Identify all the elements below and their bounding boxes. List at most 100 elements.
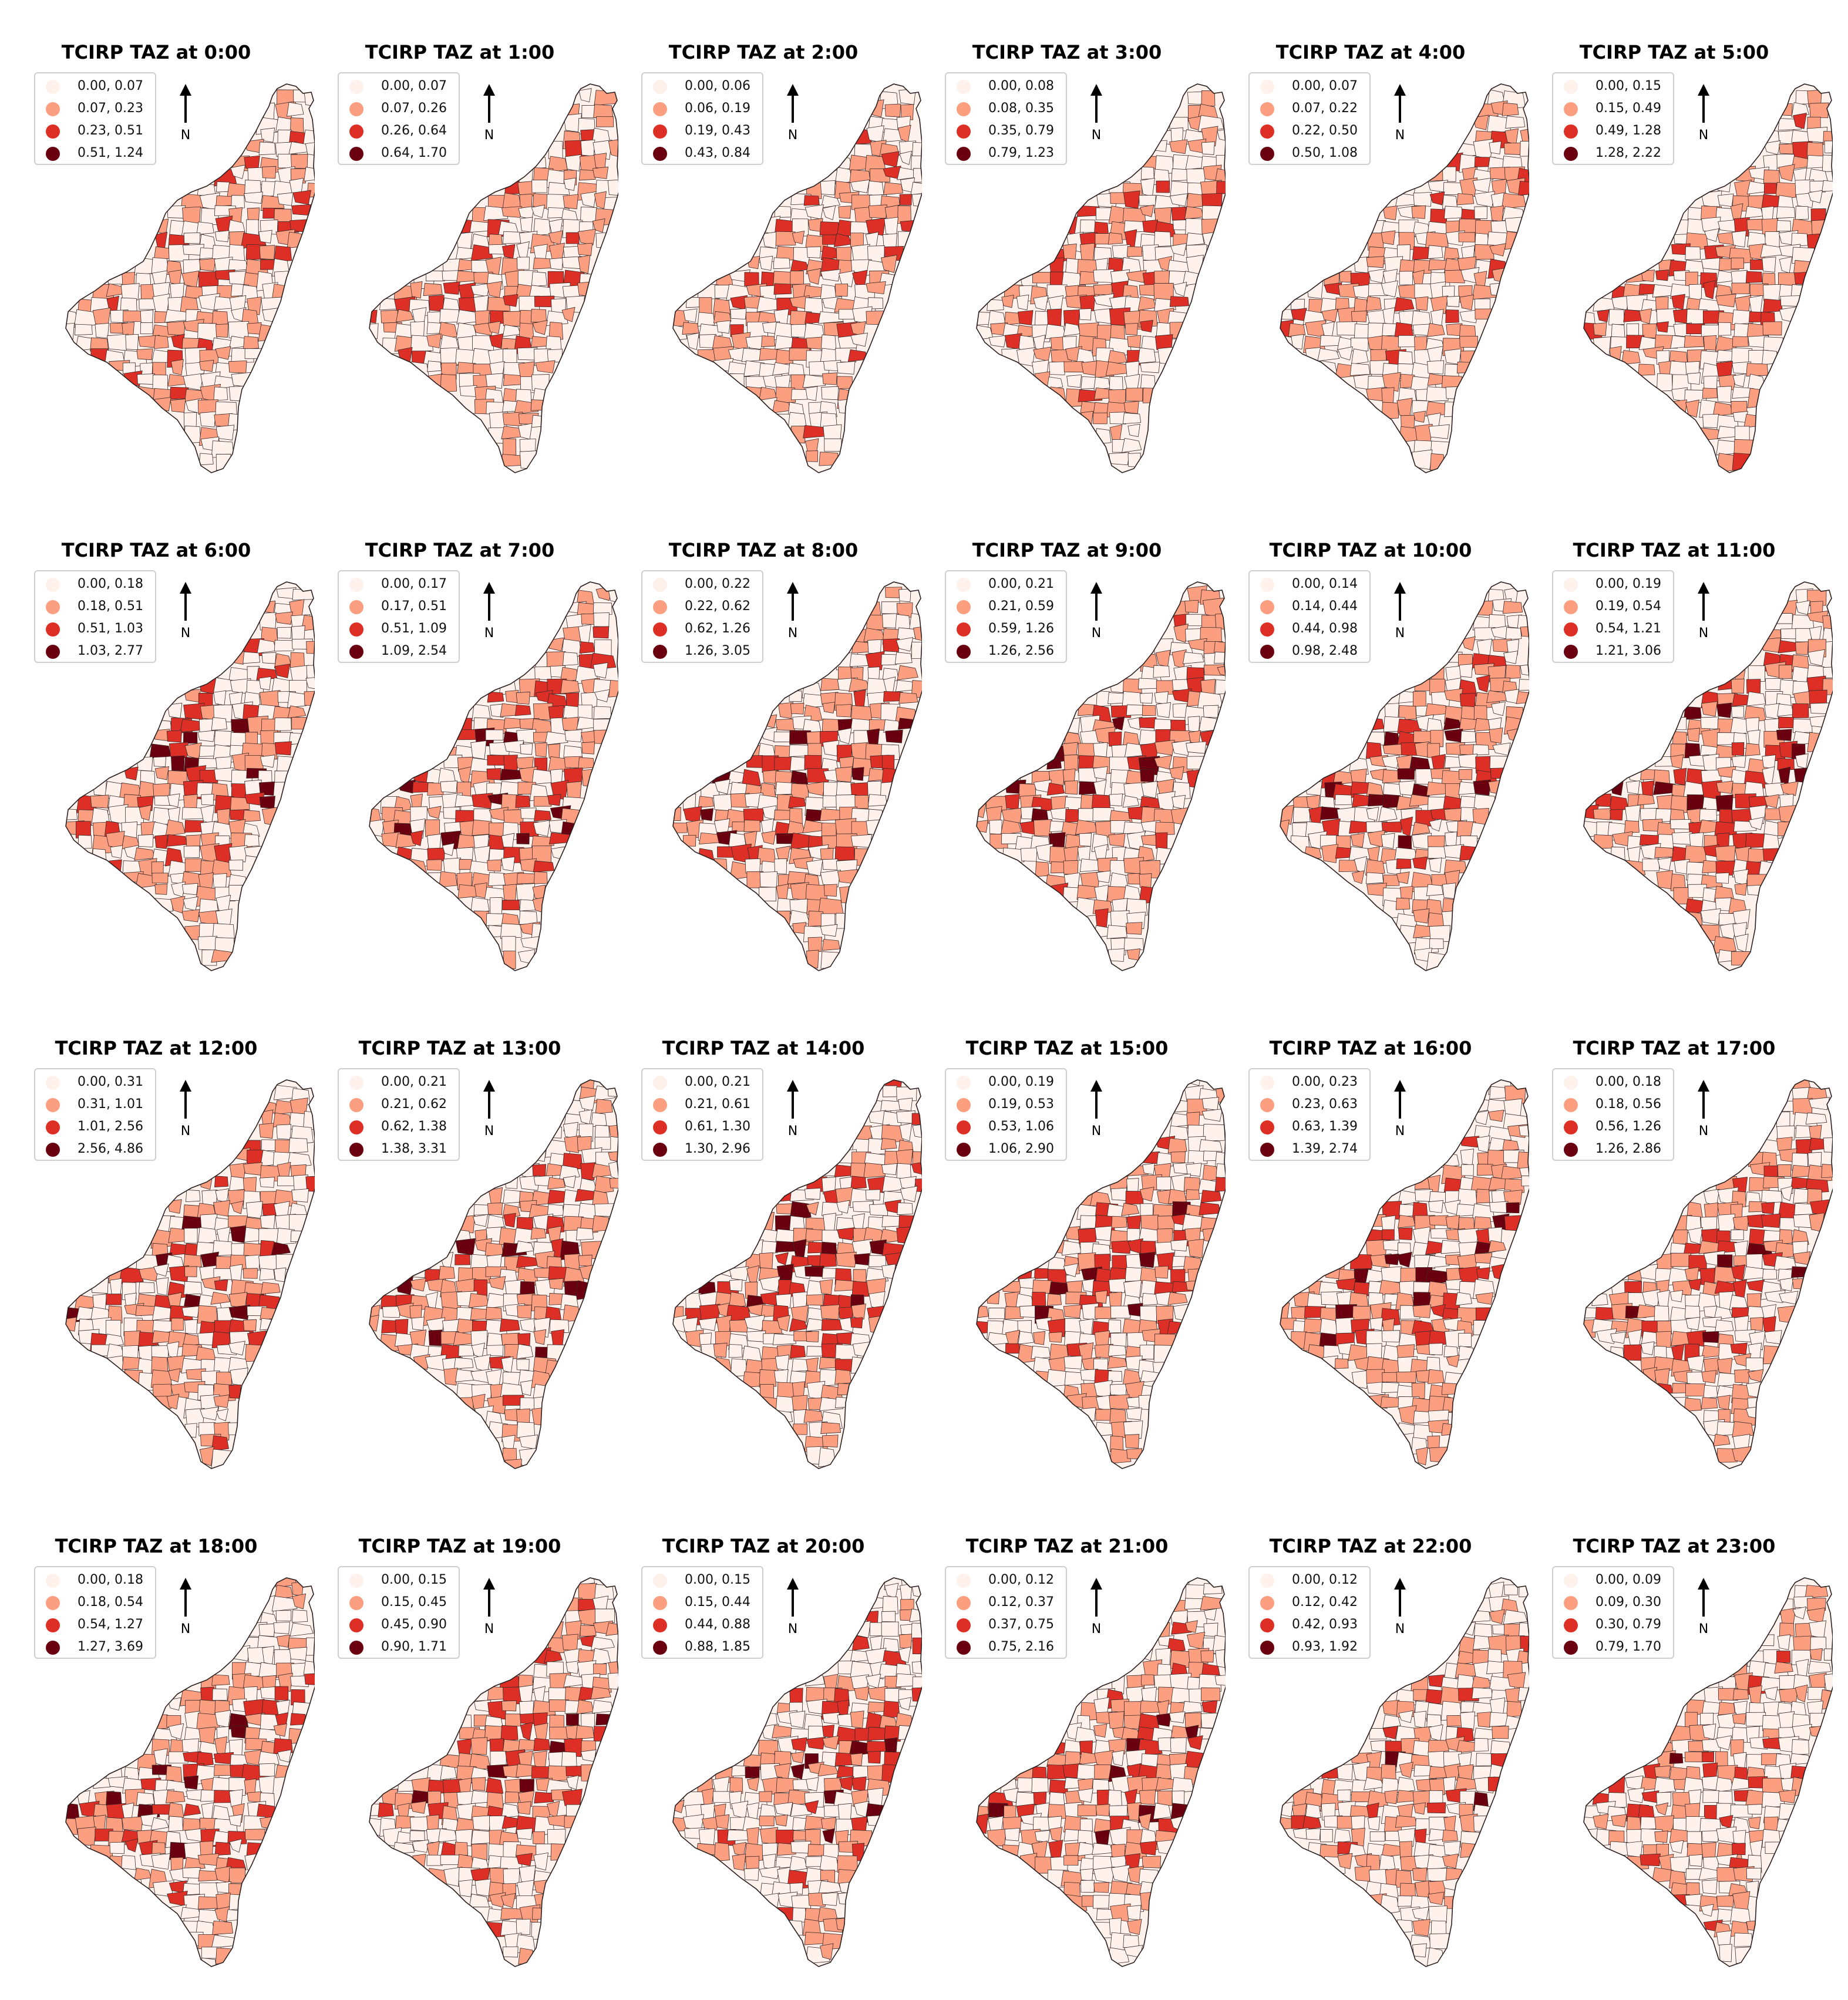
taz-zone xyxy=(458,1345,474,1356)
legend-entry: 0.18, 0.54 xyxy=(35,1592,156,1614)
taz-zone xyxy=(519,439,536,453)
taz-zone xyxy=(698,324,723,338)
taz-zone xyxy=(1154,231,1172,247)
taz-zone xyxy=(854,848,877,866)
taz-zone xyxy=(1502,102,1519,116)
taz-zone xyxy=(548,1278,564,1290)
legend-label: 0.53, 1.06 xyxy=(988,1119,1054,1134)
taz-zone xyxy=(201,1802,214,1820)
taz-zone xyxy=(1414,741,1430,757)
taz-zone xyxy=(728,1344,743,1358)
taz-zone xyxy=(244,1344,268,1362)
taz-zone xyxy=(395,833,416,849)
taz-zone xyxy=(247,1791,262,1803)
map-legend: 0.00, 0.19 0.19, 0.53 0.53, 1.06 1.06, 2.90 xyxy=(945,1068,1067,1161)
taz-zone xyxy=(1396,858,1412,869)
legend-label: 0.00, 0.14 xyxy=(1292,577,1358,591)
taz-zone xyxy=(594,689,610,702)
taz-zone xyxy=(900,220,920,233)
taz-zone xyxy=(274,664,291,678)
taz-zone xyxy=(865,1189,881,1201)
taz-zone xyxy=(154,766,169,780)
taz-zone xyxy=(304,1673,315,1686)
taz-zone xyxy=(485,373,504,389)
map-legend: 0.00, 0.18 0.18, 0.51 0.51, 1.03 1.03, 2.77 xyxy=(34,570,156,663)
legend-label: 0.59, 1.26 xyxy=(988,621,1054,636)
taz-zone xyxy=(761,830,776,845)
taz-zone xyxy=(1214,651,1226,664)
taz-zone xyxy=(804,755,822,770)
north-arrow-icon: N xyxy=(1090,1080,1102,1139)
taz-zone xyxy=(171,334,185,349)
taz-zone xyxy=(894,652,913,665)
panel-title: TCIRP TAZ at 17:00 xyxy=(1573,1037,1776,1059)
legend-entry: 1.26, 2.56 xyxy=(946,641,1067,663)
taz-zone xyxy=(199,769,218,783)
taz-zone xyxy=(593,706,612,719)
taz-zone xyxy=(1063,1355,1083,1369)
taz-zone xyxy=(1171,206,1187,221)
taz-zone xyxy=(1637,793,1655,806)
north-arrow-icon: N xyxy=(1394,84,1406,143)
taz-zone xyxy=(774,1750,792,1766)
taz-zone xyxy=(1459,664,1473,678)
legend-swatch xyxy=(349,1143,363,1157)
taz-zone xyxy=(1475,308,1494,320)
taz-zone xyxy=(1169,296,1189,307)
taz-zone xyxy=(1654,847,1674,858)
taz-zone xyxy=(1338,346,1353,361)
legend-swatch xyxy=(1564,147,1578,161)
taz-zone xyxy=(563,194,579,210)
legend-swatch xyxy=(349,102,363,116)
map-panel: TCIRP TAZ at 18:00 0.00, 0.18 0.18, 0.54 0.… xyxy=(4,1499,315,1998)
legend-label: 1.26, 2.86 xyxy=(1595,1142,1661,1156)
taz-zone xyxy=(1488,1110,1504,1122)
taz-zone xyxy=(850,332,869,347)
taz-zone xyxy=(486,1345,504,1356)
taz-zone xyxy=(244,1227,261,1243)
taz-zone xyxy=(516,883,536,901)
legend-label: 0.61, 1.30 xyxy=(685,1119,750,1134)
taz-zone xyxy=(837,1227,855,1241)
taz-zone xyxy=(1063,322,1080,336)
taz-zone xyxy=(1365,296,1382,311)
taz-zone xyxy=(520,1380,533,1396)
taz-zone xyxy=(517,1801,531,1815)
taz-zone xyxy=(1809,180,1826,193)
taz-zone xyxy=(78,834,92,849)
north-label: N xyxy=(484,128,494,143)
legend-swatch xyxy=(957,1076,971,1090)
taz-zone xyxy=(468,1293,489,1308)
taz-zone xyxy=(274,717,292,731)
taz-zone xyxy=(1172,740,1191,756)
taz-zone xyxy=(1716,780,1733,794)
taz-zone xyxy=(244,1829,265,1840)
taz-zone xyxy=(867,666,880,680)
taz-zone xyxy=(165,819,186,837)
taz-zone xyxy=(1127,423,1140,437)
taz-zone xyxy=(1170,1151,1186,1163)
taz-zone xyxy=(1442,166,1456,182)
taz-choropleth xyxy=(1280,83,1529,473)
taz-zone xyxy=(1186,233,1204,246)
taz-zone xyxy=(1670,819,1691,830)
taz-zone xyxy=(231,372,252,388)
taz-zone xyxy=(1718,1214,1735,1233)
taz-zone xyxy=(1384,1253,1399,1265)
taz-zone xyxy=(90,337,109,352)
legend-label: 0.51, 1.09 xyxy=(381,621,447,636)
taz-zone xyxy=(182,1867,201,1879)
north-arrow-icon: N xyxy=(787,1080,799,1139)
taz-zone xyxy=(593,1663,607,1675)
taz-zone xyxy=(592,1699,614,1713)
taz-zone xyxy=(561,1634,578,1651)
legend-label: 1.28, 2.22 xyxy=(1595,146,1661,160)
legend-swatch xyxy=(349,1120,363,1134)
taz-zone xyxy=(1748,817,1764,830)
taz-zone xyxy=(699,808,714,821)
legend-entry: 0.00, 0.17 xyxy=(339,574,460,596)
taz-zone xyxy=(1625,780,1640,794)
taz-zone xyxy=(1046,284,1068,299)
legend-label: 0.07, 0.26 xyxy=(381,101,447,116)
taz-zone xyxy=(1381,833,1395,849)
